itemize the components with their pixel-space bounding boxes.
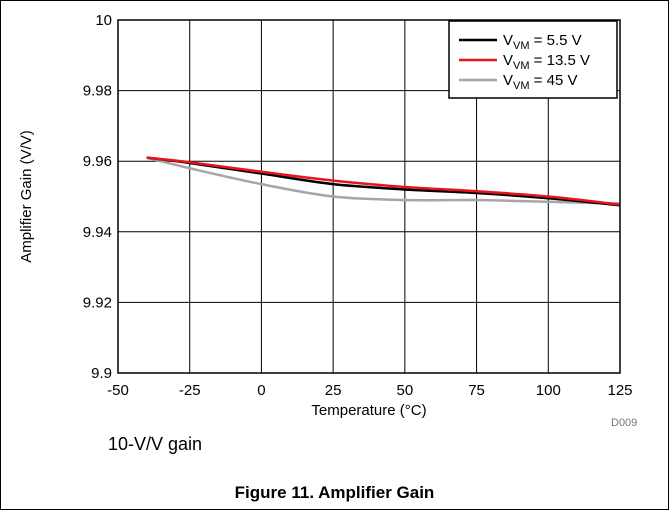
figure-caption: Figure 11. Amplifier Gain xyxy=(234,483,435,502)
x-tick-label: 100 xyxy=(536,382,561,399)
figure-reference: D009 xyxy=(611,417,638,429)
x-tick-labels: -50 -25 0 25 50 75 100 125 xyxy=(107,382,632,399)
y-tick-labels: 9.9 9.92 9.94 9.96 9.98 10 xyxy=(83,12,112,382)
legend-label: VVM = 5.5 V xyxy=(503,32,582,52)
y-tick-label: 9.98 xyxy=(83,83,112,100)
series-lines xyxy=(146,156,621,207)
y-tick-label: 9.94 xyxy=(83,224,112,241)
legend-label: VVM = 13.5 V xyxy=(503,52,590,72)
legend-label: VVM = 45 V xyxy=(503,72,577,92)
x-axis-label: Temperature (°C) xyxy=(311,402,426,419)
y-tick-label: 9.96 xyxy=(83,153,112,170)
x-tick-label: 50 xyxy=(397,382,414,399)
y-tick-label: 9.9 xyxy=(91,365,112,382)
series-line-3 xyxy=(146,156,621,205)
y-axis-label: Amplifier Gain (V/V) xyxy=(18,130,35,263)
gain-note: 10-V/V gain xyxy=(108,434,203,454)
x-tick-label: -25 xyxy=(179,382,201,399)
x-tick-label: 0 xyxy=(257,382,265,399)
x-tick-label: 75 xyxy=(468,382,485,399)
plot-border xyxy=(117,19,621,374)
x-tick-label: 125 xyxy=(607,382,632,399)
x-tick-label: -50 xyxy=(107,382,129,399)
y-tick-label: 10 xyxy=(95,12,112,29)
series-line-2 xyxy=(146,156,621,206)
y-tick-label: 9.92 xyxy=(83,294,112,311)
x-tick-label: 25 xyxy=(325,382,342,399)
